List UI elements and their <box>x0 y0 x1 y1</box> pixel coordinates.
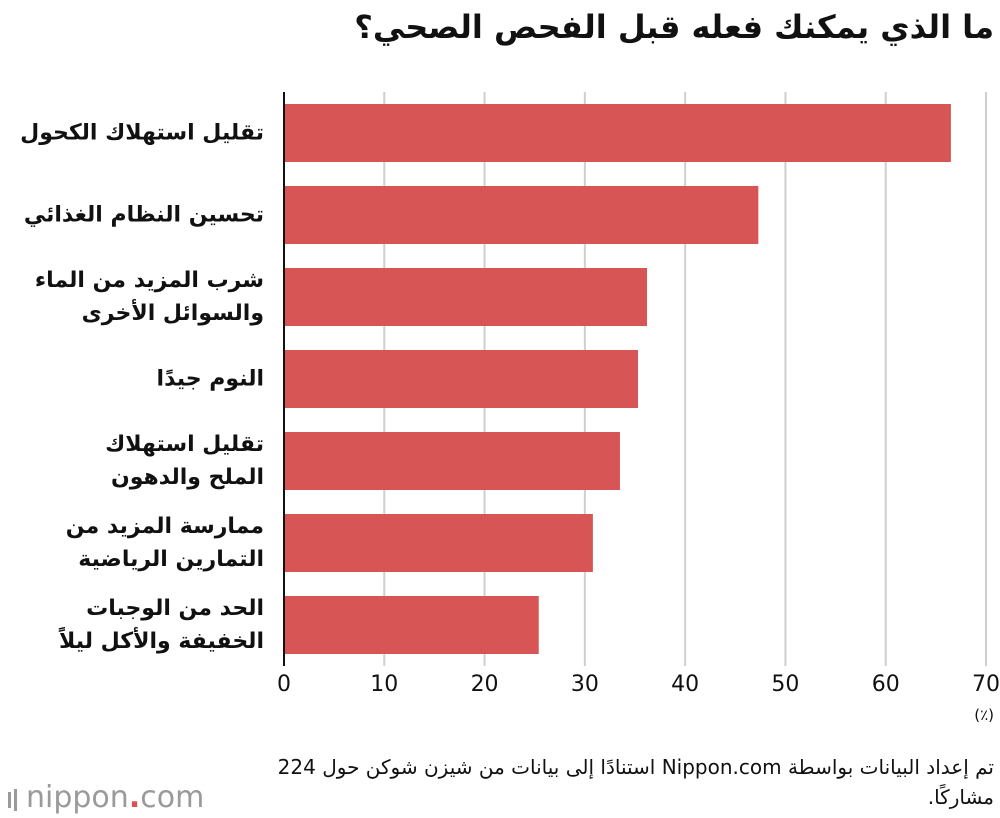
bar <box>285 432 620 490</box>
x-tick-label: 10 <box>370 672 399 697</box>
x-tick-label: 60 <box>871 672 900 697</box>
bar <box>285 268 648 326</box>
logo-name: nippon <box>26 780 129 815</box>
source-note: تم إعداد البيانات بواسطة Nippon.com استن… <box>277 755 994 809</box>
bar <box>285 350 639 408</box>
bar <box>285 596 539 654</box>
x-tick-label: 30 <box>570 672 599 697</box>
category-label-line: النوم جيدًا <box>156 366 264 392</box>
category-label: تقليل استهلاك الكحول <box>0 117 264 150</box>
bar <box>285 104 951 162</box>
chart-title: ما الذي يمكنك فعله قبل الفحص الصحي؟ <box>354 8 994 46</box>
x-tick-label: 0 <box>277 672 291 697</box>
category-label: ممارسة المزيد من التمارين الرياضية <box>0 510 264 576</box>
bar <box>285 186 759 244</box>
unit-label: (٪) <box>974 706 994 724</box>
logo-bars-icon <box>8 781 20 816</box>
category-label-line: ممارسة المزيد من <box>65 514 264 539</box>
x-tick-label: 40 <box>671 672 700 697</box>
category-label-line: التمارين الرياضية <box>78 547 264 572</box>
category-label-line: الملح والدهون <box>110 465 264 490</box>
category-label-line: تحسين النظام الغذائي <box>23 202 264 228</box>
category-label-line: تقليل استهلاك الكحول <box>20 120 264 146</box>
logo-dot: . <box>128 780 141 815</box>
nippon-logo: nippon.com <box>8 780 204 816</box>
x-tick-label: 20 <box>470 672 499 697</box>
x-tick-label: 50 <box>771 672 800 697</box>
logo-suffix: com <box>140 780 205 815</box>
category-label-line: الخفيفة والأكل ليلاً <box>59 629 264 654</box>
category-label-line: تقليل استهلاك <box>105 432 264 457</box>
category-label-line: شرب المزيد من الماء <box>34 268 264 293</box>
category-label: شرب المزيد من الماء والسوائل الأخرى <box>0 264 264 330</box>
category-label-line: والسوائل الأخرى <box>81 301 264 326</box>
category-label-line: الحد من الوجبات <box>86 596 264 621</box>
category-label: تقليل استهلاك الملح والدهون <box>0 428 264 494</box>
category-label: النوم جيدًا <box>0 363 264 396</box>
category-label: تحسين النظام الغذائي <box>0 199 264 232</box>
bar <box>285 514 593 572</box>
x-tick-label: 70 <box>972 672 1000 697</box>
category-label: الحد من الوجبات الخفيفة والأكل ليلاً <box>0 592 264 658</box>
